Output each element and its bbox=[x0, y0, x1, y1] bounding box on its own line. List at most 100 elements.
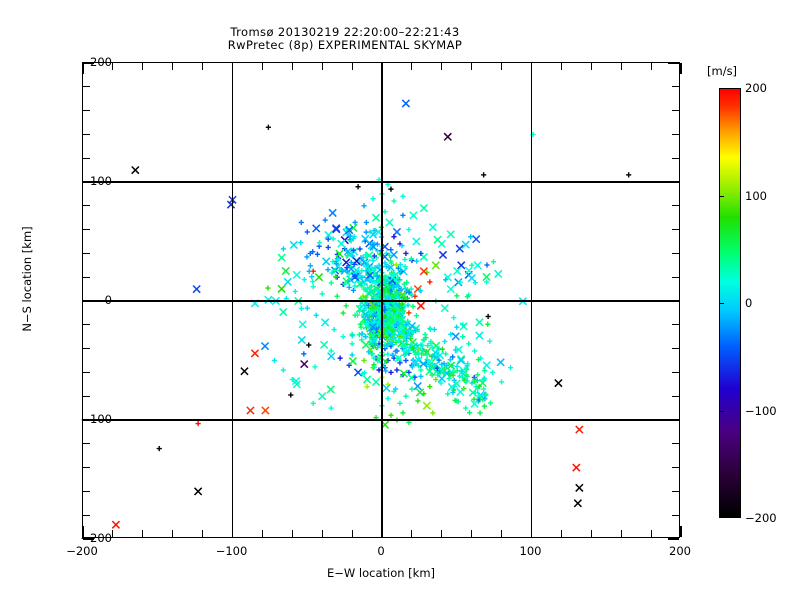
scatter-marker-plus bbox=[481, 367, 488, 374]
scatter-marker-plus bbox=[375, 355, 381, 361]
colorbar-tick-label: 200 bbox=[745, 81, 767, 95]
scatter-marker-plus bbox=[309, 274, 315, 280]
scatter-marker-cross bbox=[446, 361, 456, 370]
x-tick-mark bbox=[441, 63, 443, 70]
y-tick-label: 100 bbox=[90, 174, 112, 188]
x-tick-mark bbox=[381, 526, 383, 537]
x-tick-mark bbox=[560, 63, 562, 70]
scatter-marker-plus bbox=[477, 410, 483, 416]
scatter-marker-plus bbox=[350, 247, 357, 253]
scatter-marker-plus bbox=[349, 333, 355, 339]
scatter-marker-plus bbox=[485, 321, 491, 327]
scatter-marker-plus bbox=[428, 338, 434, 345]
scatter-marker-plus bbox=[399, 309, 405, 315]
y-tick-mark bbox=[83, 443, 90, 445]
scatter-marker-plus bbox=[413, 313, 420, 319]
scatter-marker-plus bbox=[292, 288, 298, 295]
scatter-marker-plus bbox=[310, 278, 316, 285]
scatter-marker-cross bbox=[407, 373, 416, 382]
scatter-marker-plus bbox=[298, 305, 304, 312]
scatter-marker-cross bbox=[346, 264, 356, 274]
scatter-marker-plus bbox=[319, 291, 325, 297]
scatter-marker-cross bbox=[425, 357, 434, 366]
scatter-marker-plus bbox=[328, 280, 334, 286]
scatter-marker-plus bbox=[349, 352, 355, 358]
scatter-marker-plus bbox=[418, 373, 424, 379]
x-tick-mark bbox=[321, 530, 323, 537]
scatter-marker-cross bbox=[422, 401, 431, 410]
scatter-marker-plus bbox=[474, 372, 481, 378]
x-tick-mark bbox=[291, 530, 293, 537]
scatter-marker-cross bbox=[482, 361, 491, 370]
scatter-marker-plus bbox=[304, 305, 310, 311]
scatter-marker-cross bbox=[368, 322, 377, 332]
x-tick-mark bbox=[261, 530, 263, 537]
scatter-marker-plus bbox=[412, 293, 418, 299]
scatter-marker-plus bbox=[443, 351, 449, 357]
scatter-marker-cross bbox=[413, 382, 422, 391]
x-tick-label: 100 bbox=[519, 544, 542, 558]
scatter-marker-cross bbox=[342, 258, 351, 267]
y-axis-title: N−S location [km] bbox=[20, 226, 34, 332]
colorbar-title: [m/s] bbox=[707, 64, 738, 78]
scatter-marker-plus bbox=[388, 282, 395, 288]
scatter-marker-plus bbox=[363, 219, 369, 226]
y-tick-mark bbox=[672, 514, 679, 516]
scatter-marker-cross bbox=[337, 239, 346, 248]
scatter-marker-plus bbox=[330, 236, 336, 242]
scatter-marker-plus bbox=[393, 339, 399, 345]
scatter-marker-plus bbox=[346, 362, 352, 368]
scatter-marker-plus bbox=[450, 389, 456, 395]
scatter-marker-cross bbox=[300, 359, 309, 369]
scatter-marker-plus bbox=[442, 338, 448, 345]
x-tick-mark bbox=[202, 530, 204, 537]
scatter-marker-cross bbox=[362, 321, 371, 330]
scatter-marker-cross bbox=[292, 270, 301, 279]
scatter-marker-cross bbox=[350, 272, 360, 282]
x-tick-mark bbox=[291, 63, 293, 70]
scatter-marker-plus bbox=[325, 244, 331, 251]
scatter-marker-cross bbox=[461, 240, 470, 249]
scatter-marker-plus bbox=[378, 305, 384, 311]
scatter-marker-cross bbox=[416, 301, 426, 310]
scatter-marker-cross bbox=[260, 341, 270, 351]
x-tick-mark bbox=[82, 526, 84, 537]
scatter-marker-plus bbox=[156, 445, 162, 452]
x-tick-mark bbox=[530, 526, 533, 537]
y-tick-mark bbox=[83, 490, 90, 492]
scatter-marker-cross bbox=[575, 483, 584, 492]
scatter-marker-plus bbox=[306, 268, 312, 274]
scatter-marker-cross bbox=[433, 235, 442, 244]
scatter-marker-cross bbox=[404, 329, 414, 338]
scatter-marker-plus bbox=[371, 227, 377, 234]
scatter-marker-plus bbox=[335, 257, 341, 263]
scatter-marker-plus bbox=[367, 331, 373, 337]
x-tick-mark bbox=[620, 530, 622, 537]
scatter-marker-plus bbox=[450, 372, 456, 379]
scatter-marker-plus bbox=[427, 279, 433, 285]
scatter-marker-cross bbox=[443, 132, 452, 141]
scatter-marker-plus bbox=[312, 364, 318, 370]
scatter-marker-plus bbox=[402, 256, 408, 263]
scatter-marker-plus bbox=[361, 370, 368, 376]
scatter-marker-plus bbox=[402, 264, 408, 270]
scatter-marker-plus bbox=[360, 293, 366, 299]
scatter-marker-plus bbox=[466, 341, 472, 347]
scatter-marker-cross bbox=[419, 359, 428, 368]
scatter-marker-cross bbox=[431, 261, 440, 270]
scatter-marker-plus bbox=[463, 405, 469, 411]
y-tick-mark bbox=[83, 395, 90, 397]
scatter-marker-plus bbox=[484, 262, 490, 268]
scatter-marker-plus bbox=[468, 234, 474, 240]
scatter-marker-plus bbox=[401, 281, 407, 287]
scatter-marker-cross bbox=[348, 357, 357, 366]
scatter-marker-cross bbox=[365, 251, 374, 260]
scatter-marker-plus bbox=[382, 307, 388, 313]
scatter-marker-plus bbox=[408, 286, 414, 292]
x-tick-mark bbox=[112, 530, 114, 537]
scatter-marker-cross bbox=[386, 263, 395, 272]
scatter-marker-plus bbox=[392, 348, 399, 354]
scatter-marker-cross bbox=[353, 368, 363, 377]
scatter-marker-cross bbox=[453, 266, 462, 276]
scatter-marker-plus bbox=[424, 352, 430, 358]
